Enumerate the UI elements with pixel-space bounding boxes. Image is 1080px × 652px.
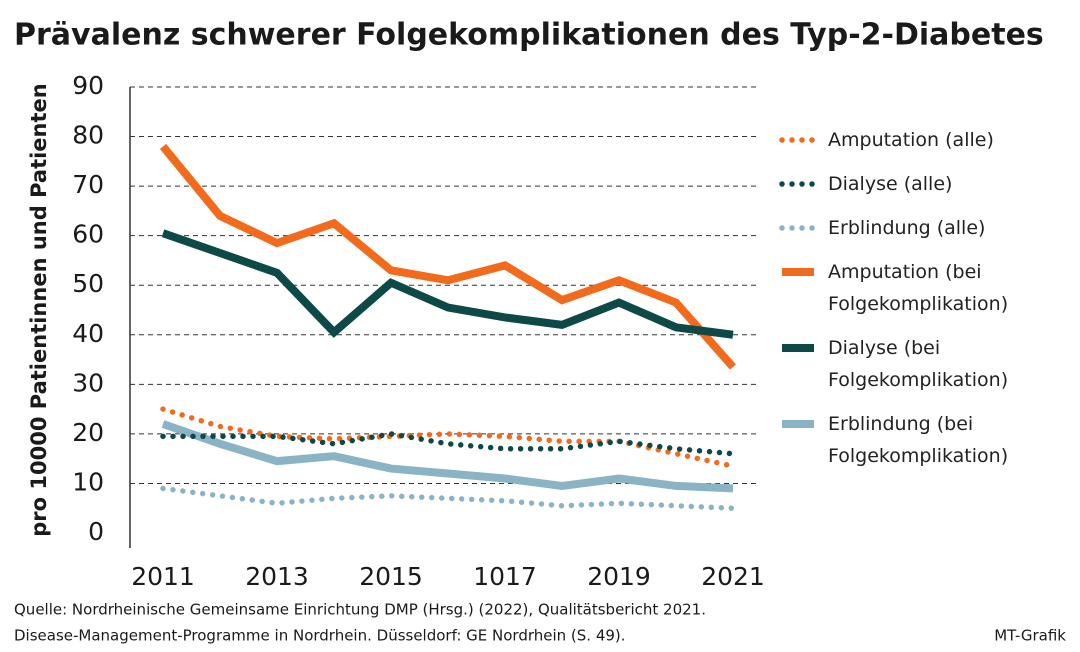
credit: MT-Grafik xyxy=(994,627,1066,645)
y-tick-label: 90 xyxy=(72,71,104,100)
legend-item: Erblindung (alle) xyxy=(778,212,1068,244)
legend: Amputation (alle) Dialyse (alle) Erblindun… xyxy=(778,124,1068,472)
y-tick-label: 80 xyxy=(72,121,104,150)
x-tick-label: 1017 xyxy=(473,562,537,591)
y-tick-label: 20 xyxy=(72,418,104,447)
x-tick-label: 2011 xyxy=(131,562,195,591)
data-line xyxy=(159,143,736,370)
x-tick-label: 2015 xyxy=(359,562,423,591)
y-tick-label: 50 xyxy=(72,269,104,298)
x-tick-label: 2021 xyxy=(701,562,765,591)
x-tick-label: 2013 xyxy=(245,562,309,591)
legend-label: Dialyse (bei Folgekomplikation) xyxy=(828,337,1009,391)
legend-swatch xyxy=(779,181,817,187)
y-tick-label: 70 xyxy=(72,170,104,199)
data-line xyxy=(160,485,736,511)
y-tick-label: 0 xyxy=(88,517,104,546)
legend-label: Amputation (bei Folgekomplikation) xyxy=(828,261,1009,315)
data-line xyxy=(161,420,734,493)
legend-item: Amputation (alle) xyxy=(778,124,1068,156)
legend-label: Dialyse (alle) xyxy=(828,173,953,195)
legend-item: Erblindung (bei Folgekomplikation) xyxy=(778,408,1068,472)
source-text: Quelle: Nordrheinische Gemeinsame Einric… xyxy=(14,601,706,619)
y-tick-label: 10 xyxy=(72,467,104,496)
chart-title: Prävalenz schwerer Folgekomplikationen d… xyxy=(14,18,1044,53)
y-tick-label: 40 xyxy=(72,319,104,348)
legend-swatch xyxy=(782,268,814,276)
legend-item: Dialyse (alle) xyxy=(778,168,1068,200)
legend-swatch xyxy=(779,225,817,231)
x-tick-label: 2019 xyxy=(587,562,651,591)
source-text: Disease-Management-Programme in Nordrhei… xyxy=(14,627,626,645)
y-tick-label: 60 xyxy=(72,220,104,249)
data-line xyxy=(161,229,734,339)
legend-label: Amputation (alle) xyxy=(828,129,994,151)
data-line xyxy=(160,431,736,457)
legend-item: Dialyse (bei Folgekomplikation) xyxy=(778,332,1068,396)
legend-swatch xyxy=(782,420,814,428)
y-axis-label: pro 10000 Patientinnen und Patienten xyxy=(27,83,51,536)
legend-swatch xyxy=(782,344,814,352)
y-tick-label: 30 xyxy=(72,368,104,397)
legend-label: Erblindung (bei Folgekomplikation) xyxy=(828,413,1009,467)
data-line xyxy=(160,406,736,469)
legend-label: Erblindung (alle) xyxy=(828,217,986,239)
legend-item: Amputation (bei Folgekomplikation) xyxy=(778,256,1068,320)
legend-swatch xyxy=(779,137,817,143)
